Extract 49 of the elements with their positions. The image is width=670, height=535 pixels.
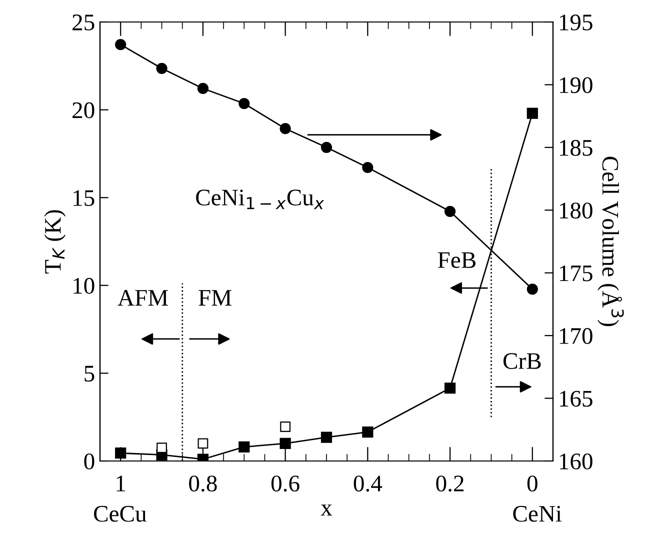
x-tick-label: 0 <box>527 476 538 492</box>
point <box>280 422 291 432</box>
y2-tick-label: 170 <box>560 328 592 344</box>
point <box>526 284 538 295</box>
point <box>320 142 332 153</box>
point <box>238 441 250 453</box>
point <box>362 162 374 174</box>
y-tick-label: 20 <box>72 102 94 118</box>
point <box>115 448 126 459</box>
point <box>156 442 167 454</box>
point <box>115 39 126 50</box>
y2-axis-title: Cell Volume (Å$^{3}$) <box>598 156 624 326</box>
annotation: CrB <box>503 353 541 370</box>
y-tick-label: 25 <box>72 14 94 30</box>
point <box>280 438 291 449</box>
point <box>320 432 332 443</box>
y2-tick-label: 180 <box>560 202 592 219</box>
text: CeCu <box>94 506 146 522</box>
y-tick-label: 5 <box>84 366 94 382</box>
x-tick-label: 0.2 <box>436 476 464 492</box>
point <box>444 206 456 217</box>
annotation: FM <box>198 290 232 306</box>
text: CeNi <box>513 506 562 522</box>
x-tick-label: 0.4 <box>354 476 382 492</box>
y2-tick-label: 160 <box>560 453 592 470</box>
y-tick-label: 0 <box>84 453 94 470</box>
point <box>156 62 168 74</box>
point <box>362 426 374 438</box>
annotation: FeB <box>438 252 476 268</box>
y2-tick-label: 185 <box>560 140 592 156</box>
point <box>197 82 209 94</box>
y-tick-label: 10 <box>74 278 94 294</box>
y-axis-title: T$_{K}$ (K) <box>44 210 66 274</box>
x-tick-label: 1 <box>116 476 126 492</box>
x-tick-label: 0.8 <box>189 476 217 492</box>
x-tick-label: 0.6 <box>271 476 300 492</box>
point <box>238 98 250 110</box>
annotation: AFM <box>118 290 168 306</box>
point <box>280 123 291 134</box>
point <box>526 108 538 119</box>
annotation: CeNi$_{1−x}$Cu$_{x}$ <box>196 190 324 210</box>
y2-tick-label: 195 <box>560 14 592 30</box>
point <box>444 382 456 394</box>
y2-tick-label: 175 <box>560 265 592 282</box>
x-axis-title: x <box>320 504 332 516</box>
y2-tick-label: 165 <box>560 390 592 407</box>
y-tick-label: 15 <box>74 190 94 206</box>
point <box>198 438 208 449</box>
y2-tick-label: 190 <box>560 77 592 94</box>
